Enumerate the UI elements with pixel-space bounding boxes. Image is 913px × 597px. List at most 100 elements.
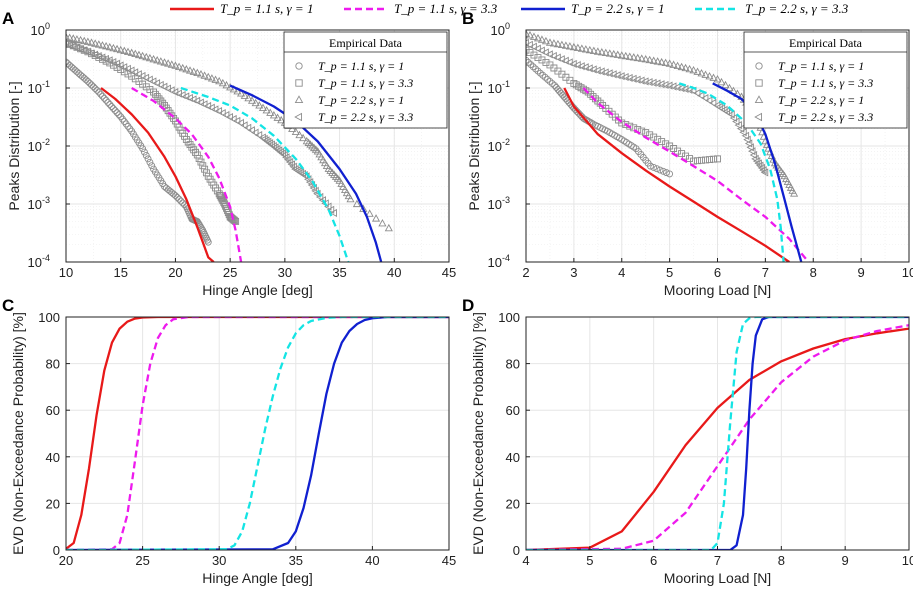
empirical-point bbox=[215, 76, 224, 85]
empirical-point bbox=[526, 56, 530, 64]
empirical-point bbox=[689, 86, 697, 95]
empirical-point bbox=[123, 47, 133, 55]
empirical-point bbox=[99, 92, 106, 100]
empirical-point bbox=[705, 71, 714, 80]
empirical-point bbox=[729, 113, 738, 123]
empirical-point bbox=[80, 36, 89, 45]
legend-marker bbox=[754, 95, 764, 104]
x-tick-label: 8 bbox=[810, 265, 817, 280]
empirical-point bbox=[536, 69, 544, 77]
empirical-point bbox=[642, 129, 650, 137]
y-tick-label: 60 bbox=[46, 403, 60, 418]
top-legend: T_p = 1.1 s, γ = 1 T_p = 1.1 s, γ = 3.3 … bbox=[170, 1, 849, 16]
empirical-point bbox=[544, 75, 551, 83]
empirical-point bbox=[532, 65, 540, 73]
empirical-point bbox=[689, 66, 698, 74]
empirical-point bbox=[670, 145, 678, 152]
empirical-point bbox=[189, 67, 198, 75]
empirical-point bbox=[157, 97, 165, 105]
empirical-point bbox=[295, 130, 304, 139]
empirical-point bbox=[142, 52, 151, 61]
empirical-point bbox=[141, 73, 150, 82]
x-tick-label: 3 bbox=[570, 265, 577, 280]
empirical-point bbox=[609, 49, 618, 58]
empirical-legend: Empirical Data T_p = 1.1 s, γ = 1 T_p = 1.… bbox=[743, 31, 908, 129]
legend-label-4: T_p = 2.2 s, γ = 3.3 bbox=[745, 1, 849, 16]
empirical-point bbox=[538, 56, 546, 64]
empirical-point bbox=[727, 110, 735, 119]
empirical-point bbox=[561, 41, 570, 49]
empirical-point bbox=[533, 33, 543, 42]
empirical-point bbox=[140, 148, 148, 156]
empirical-point bbox=[171, 61, 180, 69]
empirical-point bbox=[76, 35, 85, 44]
empirical-point bbox=[605, 49, 614, 57]
empirical-point bbox=[650, 133, 658, 141]
empirical-point bbox=[704, 96, 713, 105]
empirical-point bbox=[539, 71, 547, 79]
empirical-point bbox=[120, 46, 129, 55]
empirical-point bbox=[557, 40, 566, 49]
empirical-point bbox=[262, 106, 271, 114]
empirical-point bbox=[304, 175, 312, 184]
empirical-point bbox=[159, 99, 167, 107]
empirical-point bbox=[674, 147, 682, 155]
series-line-2 bbox=[131, 87, 243, 262]
x-tick-label: 8 bbox=[778, 553, 785, 568]
empirical-point bbox=[741, 131, 750, 140]
empirical-point bbox=[352, 199, 361, 208]
empirical-point bbox=[182, 65, 191, 73]
empirical-point bbox=[88, 81, 95, 89]
empirical-point bbox=[734, 121, 742, 130]
empirical-point bbox=[202, 169, 210, 177]
empirical-point bbox=[149, 54, 158, 63]
empirical-point bbox=[582, 87, 590, 95]
empirical-point bbox=[549, 39, 558, 47]
empirical-point bbox=[615, 116, 623, 124]
empirical-point bbox=[243, 123, 252, 132]
empirical-point bbox=[167, 60, 176, 68]
empirical-point bbox=[739, 128, 747, 137]
y-axis-label: EVD (Non-Exceedance Probability) [%] bbox=[10, 312, 26, 555]
empirical-point bbox=[106, 59, 114, 67]
empirical-point bbox=[625, 52, 634, 60]
empirical-point bbox=[266, 108, 275, 116]
empirical-point bbox=[230, 216, 238, 224]
empirical-point bbox=[693, 89, 701, 98]
empirical-point bbox=[135, 78, 143, 85]
empirical-point bbox=[721, 80, 730, 89]
empirical-point bbox=[378, 219, 387, 227]
empirical-point bbox=[529, 32, 539, 40]
y-tick-label: 10-4 bbox=[28, 253, 50, 270]
y-tick-label: 10-2 bbox=[28, 137, 50, 154]
empirical-point bbox=[629, 53, 638, 61]
empirical-point bbox=[113, 109, 121, 117]
empirical-point bbox=[91, 85, 99, 92]
empirical-point bbox=[346, 194, 355, 203]
series-line-3 bbox=[66, 317, 449, 550]
y-tick-label: 60 bbox=[506, 403, 520, 418]
y-tick-label: 40 bbox=[46, 450, 60, 465]
series-line-1 bbox=[100, 87, 215, 262]
empirical-point bbox=[184, 138, 192, 146]
grid bbox=[65, 316, 450, 551]
x-tick-label: 25 bbox=[135, 553, 149, 568]
empirical-point bbox=[195, 155, 203, 162]
empirical-point bbox=[106, 101, 114, 108]
empirical-point bbox=[329, 208, 337, 218]
empirical-point bbox=[66, 32, 71, 41]
empirical-point bbox=[318, 196, 327, 205]
empirical-point bbox=[548, 80, 556, 87]
empirical-point bbox=[565, 42, 574, 50]
empirical-point bbox=[134, 70, 142, 79]
empirical-point bbox=[156, 57, 165, 65]
empirical-point bbox=[593, 47, 602, 55]
y-tick-label: 80 bbox=[506, 357, 520, 372]
y-tick-label: 10-3 bbox=[28, 195, 50, 212]
empirical-point bbox=[537, 35, 547, 43]
legend-entry-label: T_p = 2.2 s, γ = 3.3 bbox=[318, 110, 413, 124]
empirical-point bbox=[197, 158, 205, 166]
empirical-point bbox=[219, 197, 227, 205]
empirical-point bbox=[553, 39, 562, 48]
legend-label-3: T_p = 2.2 s, γ = 1 bbox=[571, 1, 664, 16]
